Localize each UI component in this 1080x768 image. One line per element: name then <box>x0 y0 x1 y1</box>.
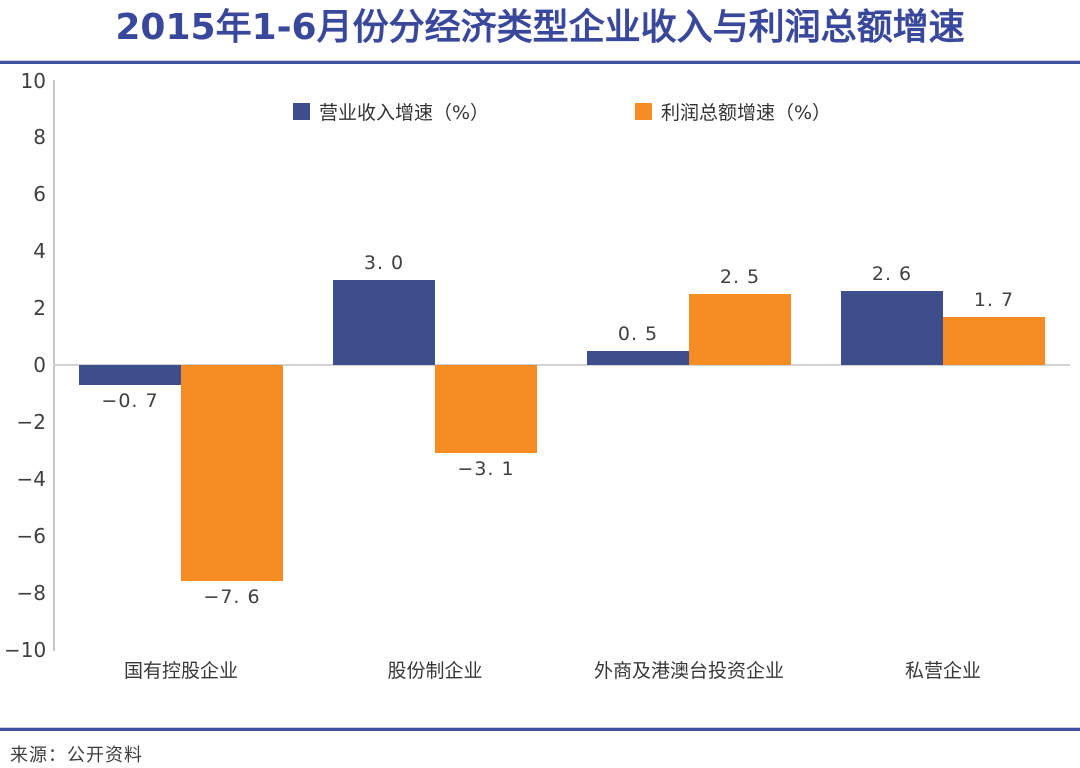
y-tick-label: −8 <box>16 580 46 605</box>
title-divider <box>0 60 1080 64</box>
y-tick-label: 8 <box>33 125 46 150</box>
revenue-swatch-icon <box>293 102 310 120</box>
category-label: 股份制企业 <box>387 660 483 682</box>
legend-item-profit: 利润总额增速（%） <box>635 100 832 124</box>
page-title: 2015年1-6月份分经济类型企业收入与利润总额增速 <box>115 7 965 48</box>
y-tick-label: 6 <box>33 182 46 207</box>
category-label: 外商及港澳台投资企业 <box>593 660 784 682</box>
y-tick-label: −2 <box>16 409 46 434</box>
source-note: 来源：公开资料 <box>10 745 143 766</box>
bar-profit-2 <box>689 294 791 365</box>
bar-value-label: −7. 6 <box>203 586 261 608</box>
y-tick-label: 2 <box>33 296 46 321</box>
bar-revenue-0 <box>79 365 181 385</box>
bar-revenue-1 <box>333 280 435 365</box>
zero-baseline <box>53 364 1070 366</box>
bar-value-label: 1. 7 <box>973 289 1015 311</box>
y-tick-label: 4 <box>33 239 46 264</box>
legend-item-revenue: 营业收入增速（%） <box>293 100 490 124</box>
bar-value-label: 2. 5 <box>719 266 761 288</box>
legend-label-profit: 利润总额增速（%） <box>661 101 832 124</box>
y-tick-label: −10 <box>4 637 47 662</box>
y-tick-label: −6 <box>16 523 46 548</box>
bar-value-label: −3. 1 <box>457 458 515 480</box>
category-label: 国有控股企业 <box>123 660 238 682</box>
legend-label-revenue: 营业收入增速（%） <box>319 101 490 124</box>
bar-profit-0 <box>181 365 283 581</box>
category-label: 私营企业 <box>904 660 981 682</box>
y-tick-label: 0 <box>33 353 46 377</box>
y-tick-label: 10 <box>20 68 46 93</box>
bar-value-label: 0. 5 <box>617 323 659 345</box>
bar-value-label: 2. 6 <box>871 263 913 285</box>
bar-value-label: 3. 0 <box>363 252 405 274</box>
y-tick-label: −4 <box>16 466 46 491</box>
bar-profit-1 <box>435 365 537 453</box>
bar-profit-3 <box>943 317 1045 365</box>
bar-value-label: −0. 7 <box>101 390 159 412</box>
profit-swatch-icon <box>635 102 652 120</box>
bar-revenue-2 <box>587 351 689 365</box>
footer-divider <box>0 727 1080 731</box>
bar-revenue-3 <box>841 291 943 365</box>
